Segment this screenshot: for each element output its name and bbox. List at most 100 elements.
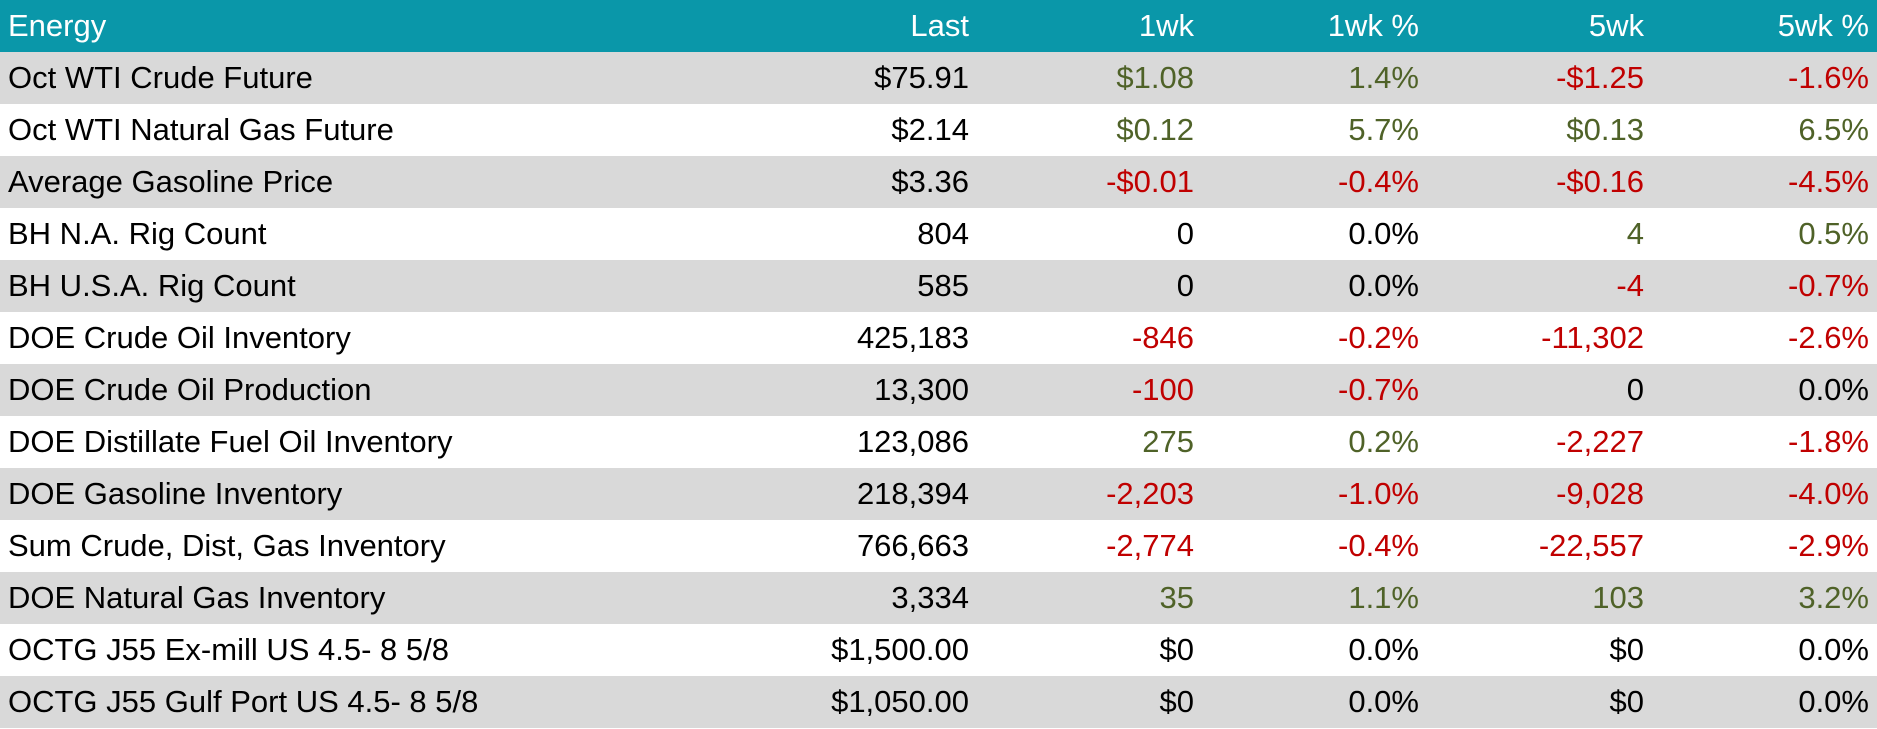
cell: 0.0% xyxy=(1798,684,1869,719)
cell: 0.0% xyxy=(1348,268,1419,303)
cell: 6.5% xyxy=(1798,112,1869,147)
row-label: DOE Crude Oil Inventory xyxy=(8,320,351,355)
cell: -1.0% xyxy=(1338,476,1419,511)
cell: 103 xyxy=(1592,580,1644,615)
row-label: Average Gasoline Price xyxy=(8,164,334,199)
cell: 0 xyxy=(1626,372,1644,407)
table-row: Sum Crude, Dist, Gas Inventory 766,663 -2,… xyxy=(0,520,1877,572)
cell: 0.0% xyxy=(1348,632,1419,667)
cell: 0.0% xyxy=(1348,684,1419,719)
cell: -2.6% xyxy=(1788,320,1869,355)
cell: 0.2% xyxy=(1348,424,1419,459)
table-row: DOE Natural Gas Inventory 3,334 35 1.1% 103 3… xyxy=(0,572,1877,624)
cell: 766,663 xyxy=(856,528,969,563)
cell: 804 xyxy=(917,216,969,251)
cell: 1.1% xyxy=(1348,580,1419,615)
cell: $75.91 xyxy=(874,60,969,95)
cell: $1.08 xyxy=(1116,60,1194,95)
cell: -1.8% xyxy=(1788,424,1869,459)
table-row: BH U.S.A. Rig Count 585 0 0.0% -4 -0.7% xyxy=(0,260,1877,312)
cell: 0.0% xyxy=(1348,216,1419,251)
row-label: BH N.A. Rig Count xyxy=(8,216,267,251)
cell: 3,334 xyxy=(891,580,969,615)
cell: -0.7% xyxy=(1338,372,1419,407)
row-label: Sum Crude, Dist, Gas Inventory xyxy=(8,528,446,563)
header-cell: Energy xyxy=(0,0,700,52)
cell: $0.12 xyxy=(1116,112,1194,147)
cell: -4.0% xyxy=(1788,476,1869,511)
cell: 585 xyxy=(917,268,969,303)
table-row: Oct WTI Natural Gas Future $2.14 $0.12 5.7%… xyxy=(0,104,1877,156)
cell: -2,227 xyxy=(1556,424,1644,459)
cell: -100 xyxy=(1131,372,1194,407)
header-cell: 5wk % xyxy=(1652,0,1877,52)
cell: -11,302 xyxy=(1541,320,1644,355)
table-row: OCTG J55 Gulf Port US 4.5- 8 5/8 $1,050.0… xyxy=(0,676,1877,728)
row-label: OCTG J55 Ex-mill US 4.5- 8 5/8 xyxy=(8,632,450,667)
cell: -$0.01 xyxy=(1106,164,1194,199)
cell: 4 xyxy=(1626,216,1644,251)
table-row: DOE Gasoline Inventory 218,394 -2,203 -1.0%… xyxy=(0,468,1877,520)
cell: -1.6% xyxy=(1788,60,1869,95)
cell: -4.5% xyxy=(1788,164,1869,199)
table-row: Average Gasoline Price $3.36 -$0.01 -0.4% -$… xyxy=(0,156,1877,208)
cell: -0.7% xyxy=(1788,268,1869,303)
header-cell: 1wk xyxy=(977,0,1202,52)
cell: 218,394 xyxy=(856,476,969,511)
cell: $1,050.00 xyxy=(831,684,969,719)
table-row: BH N.A. Rig Count 804 0 0.0% 4 0.5% xyxy=(0,208,1877,260)
cell: -0.2% xyxy=(1338,320,1419,355)
cell: -0.4% xyxy=(1338,528,1419,563)
cell: $0 xyxy=(1159,632,1194,667)
cell: -9,028 xyxy=(1556,476,1644,511)
cell: -2,203 xyxy=(1106,476,1194,511)
table-row: OCTG J55 Ex-mill US 4.5- 8 5/8 $1,500.00 $… xyxy=(0,624,1877,676)
cell: -22,557 xyxy=(1538,528,1644,563)
cell: 0.0% xyxy=(1798,372,1869,407)
cell: 0.5% xyxy=(1798,216,1869,251)
cell: 5.7% xyxy=(1348,112,1419,147)
row-label: DOE Crude Oil Production xyxy=(8,372,372,407)
cell: 123,086 xyxy=(856,424,969,459)
cell: $1,500.00 xyxy=(831,632,969,667)
cell: -2,774 xyxy=(1106,528,1194,563)
cell: 275 xyxy=(1142,424,1194,459)
cell: $2.14 xyxy=(891,112,969,147)
table-row: Oct WTI Crude Future $75.91 $1.08 1.4% -$1.2… xyxy=(0,52,1877,104)
table-row: DOE Crude Oil Production 13,300 -100 -0.7% 0… xyxy=(0,364,1877,416)
cell: $0 xyxy=(1609,684,1644,719)
row-label: BH U.S.A. Rig Count xyxy=(8,268,296,303)
cell: -$1.25 xyxy=(1556,60,1644,95)
row-label: Oct WTI Crude Future xyxy=(8,60,313,95)
cell: 35 xyxy=(1159,580,1194,615)
row-label: Oct WTI Natural Gas Future xyxy=(8,112,394,147)
cell: 0 xyxy=(1176,268,1194,303)
cell: $0.13 xyxy=(1566,112,1644,147)
cell: -0.4% xyxy=(1338,164,1419,199)
header-cell: Last xyxy=(700,0,977,52)
header-cell: 5wk xyxy=(1427,0,1652,52)
cell: 0 xyxy=(1176,216,1194,251)
header-row: Energy Last 1wk 1wk % 5wk 5wk % xyxy=(0,0,1877,52)
cell: 1.4% xyxy=(1348,60,1419,95)
cell: -846 xyxy=(1131,320,1194,355)
cell: -2.9% xyxy=(1788,528,1869,563)
row-label: DOE Natural Gas Inventory xyxy=(8,580,386,615)
cell: -$0.16 xyxy=(1556,164,1644,199)
table-body: Oct WTI Crude Future $75.91 $1.08 1.4% -$1.2… xyxy=(0,52,1877,728)
cell: $0 xyxy=(1609,632,1644,667)
cell: 3.2% xyxy=(1798,580,1869,615)
cell: $3.36 xyxy=(891,164,969,199)
row-label: DOE Distillate Fuel Oil Inventory xyxy=(8,424,453,459)
cell: -4 xyxy=(1616,268,1644,303)
row-label: DOE Gasoline Inventory xyxy=(8,476,343,511)
cell: 425,183 xyxy=(856,320,969,355)
table-row: DOE Crude Oil Inventory 425,183 -846 -0.2% -… xyxy=(0,312,1877,364)
header-cell: 1wk % xyxy=(1202,0,1427,52)
cell: $0 xyxy=(1159,684,1194,719)
table-row: DOE Distillate Fuel Oil Inventory 123,086… xyxy=(0,416,1877,468)
cell: 13,300 xyxy=(874,372,969,407)
cell: 0.0% xyxy=(1798,632,1869,667)
